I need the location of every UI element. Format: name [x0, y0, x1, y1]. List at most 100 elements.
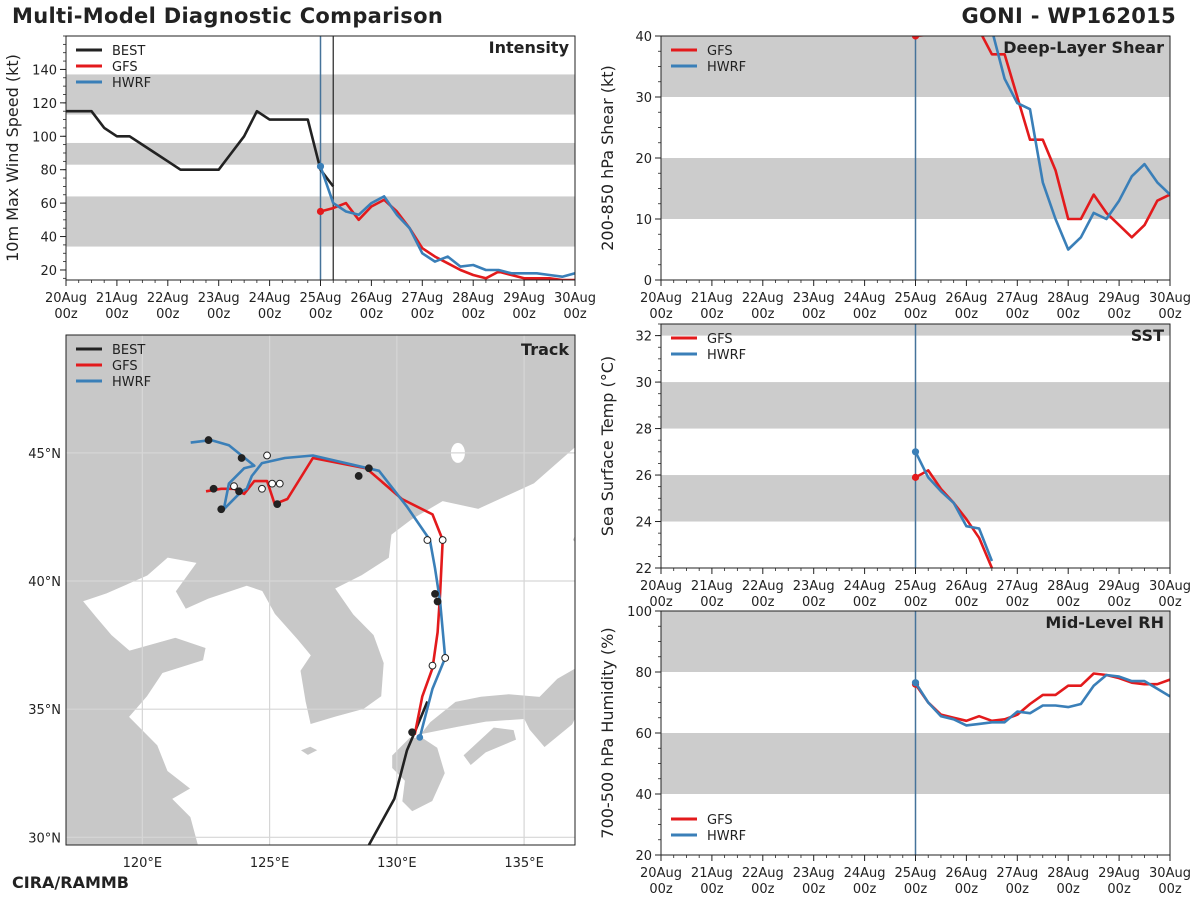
y-tick-label: 80 — [40, 164, 57, 179]
x-tick-label-day: 25Aug — [895, 866, 937, 881]
y-tick-label: 20 — [635, 152, 652, 167]
land-jeju-island — [299, 745, 319, 756]
x-tick-label-day: 29Aug — [1098, 579, 1140, 594]
panel-title: Intensity — [489, 38, 570, 57]
map-group — [66, 335, 575, 845]
x-tick-label-day: 26Aug — [945, 866, 987, 881]
y-tick-label: 60 — [635, 727, 652, 742]
x-tick-label-day: 22Aug — [147, 291, 189, 306]
x-tick-label-day: 27Aug — [996, 291, 1038, 306]
x-tick-label-hour: 00z — [700, 882, 724, 897]
y-tick-label: 10 — [635, 213, 652, 228]
x-tick-label-hour: 00z — [802, 882, 826, 897]
init-point-gfs — [911, 36, 920, 40]
legend-label-gfs: GFS — [707, 44, 733, 59]
y-tick-label: 100 — [627, 605, 652, 620]
x-tick-label-hour: 00z — [751, 307, 775, 322]
panel-sst: 22242628303220Aug00z21Aug00z22Aug00z23Au… — [598, 323, 1191, 610]
legend-label-best: BEST — [112, 343, 145, 358]
y-tick-label: 80 — [635, 666, 652, 681]
x-tick-label-day: 23Aug — [198, 291, 240, 306]
legend-label-gfs: GFS — [707, 813, 733, 828]
x-tick-label-day: 23Aug — [793, 866, 835, 881]
x-tick-label-day: 21Aug — [691, 866, 733, 881]
x-tick-label-day: 22Aug — [742, 291, 784, 306]
x-tick-label-hour: 00z — [904, 882, 928, 897]
track-line-hwrf — [190, 438, 447, 738]
x-tick-label-day: 28Aug — [452, 291, 494, 306]
x-tick-label-day: 24Aug — [844, 579, 886, 594]
track-marker-gfs — [364, 464, 373, 473]
x-tick-label-hour: 00z — [751, 882, 775, 897]
series-line-hwrf — [319, 165, 575, 279]
series-line-gfs — [915, 36, 1170, 239]
x-tick-label-day: 27Aug — [996, 579, 1038, 594]
lat-tick-label: 45°N — [28, 447, 61, 462]
x-tick-label-day: 22Aug — [742, 866, 784, 881]
series-line-gfs — [320, 198, 575, 280]
x-tick-label-hour: 00z — [700, 595, 724, 610]
x-tick-label-hour: 00z — [156, 307, 180, 322]
x-tick-label-hour: 00z — [1057, 307, 1081, 322]
track-marker-hwrf — [258, 484, 266, 493]
panel-title: SST — [1131, 326, 1164, 345]
y-tick-label: 0 — [644, 274, 652, 289]
lon-tick-label: 135°E — [504, 856, 544, 871]
legend-label-hwrf: HWRF — [112, 375, 151, 390]
x-tick-label-day: 28Aug — [1047, 866, 1089, 881]
x-tick-label-day: 22Aug — [742, 579, 784, 594]
panel-title: Mid-Level RH — [1045, 613, 1164, 632]
track-marker-hwrf — [263, 451, 271, 460]
x-tick-label-hour: 00z — [853, 882, 877, 897]
x-tick-label-hour: 00z — [512, 307, 536, 322]
track-marker-gfs — [431, 589, 439, 598]
x-tick-label-day: 29Aug — [1098, 291, 1140, 306]
land-shikoku — [462, 726, 517, 767]
panel-track: 120°E 125°E 130°E 135°E 30°N 35°N 40°N 45°N Trac… — [28, 334, 576, 871]
x-tick-label-hour: 00z — [955, 307, 979, 322]
x-tick-label-day: 29Aug — [503, 291, 545, 306]
x-tick-label-day: 20Aug — [640, 866, 682, 881]
x-tick-label-hour: 00z — [1158, 307, 1182, 322]
init-point-hwrf — [316, 162, 325, 170]
x-tick-label-day: 20Aug — [45, 291, 87, 306]
x-tick-label-day: 30Aug — [1149, 579, 1191, 594]
x-tick-label-hour: 00z — [700, 307, 724, 322]
land-honshu — [418, 667, 575, 749]
series-group — [911, 448, 994, 568]
x-tick-label-day: 27Aug — [996, 866, 1038, 881]
track-marker-hwrf — [354, 472, 363, 480]
panel-title: Deep-Layer Shear — [1003, 38, 1164, 57]
x-tick-label-hour: 00z — [751, 595, 775, 610]
y-tick-label: 22 — [635, 562, 652, 577]
x-tick-label-hour: 00z — [955, 882, 979, 897]
y-tick-label: 30 — [635, 91, 652, 106]
series-line-hwrf — [914, 451, 994, 562]
axes-frame — [65, 334, 576, 846]
x-tick-label-hour: 00z — [853, 595, 877, 610]
legend-label-gfs: GFS — [112, 60, 138, 75]
y-tick-label: 40 — [635, 788, 652, 803]
lon-tick-label: 130°E — [377, 856, 417, 871]
init-point-gfs — [316, 207, 325, 216]
x-tick-label-hour: 00z — [309, 307, 333, 322]
x-tick-label-day: 24Aug — [844, 866, 886, 881]
y-tick-label: 40 — [635, 30, 652, 45]
x-tick-label-day: 30Aug — [1149, 866, 1191, 881]
x-tick-label-day: 23Aug — [793, 579, 835, 594]
x-tick-label-hour: 00z — [1006, 882, 1030, 897]
x-tick-label-day: 25Aug — [300, 291, 342, 306]
lat-tick-label: 35°N — [28, 703, 61, 718]
x-tick-label-hour: 00z — [105, 307, 129, 322]
series-group — [66, 109, 575, 280]
lon-tick-label: 120°E — [123, 856, 163, 871]
x-tick-label-hour: 00z — [258, 307, 282, 322]
y-tick-label: 100 — [32, 130, 57, 145]
legend-label-hwrf: HWRF — [112, 76, 151, 91]
x-tick-label-hour: 00z — [649, 307, 673, 322]
x-tick-label-day: 28Aug — [1047, 579, 1089, 594]
lat-tick-label: 30°N — [28, 831, 61, 846]
series-line-hwrf — [914, 673, 1170, 727]
track-marker-hwrf — [441, 654, 450, 662]
x-tick-label-day: 25Aug — [895, 579, 937, 594]
